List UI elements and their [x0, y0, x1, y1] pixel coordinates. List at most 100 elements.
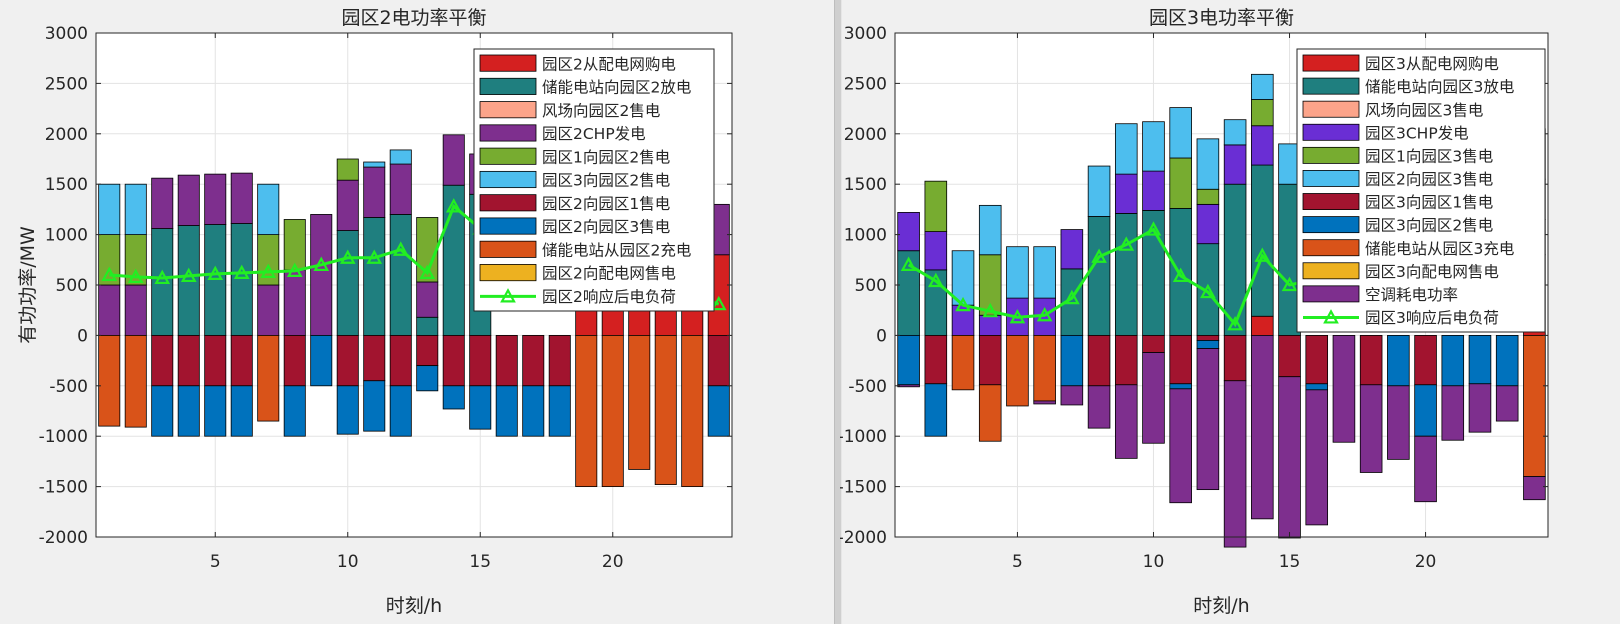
chart-park2: -2000 -1500 -1000 -500 0 500 1000 1500 2000 2500 3… [17, 7, 733, 617]
y-tick-label: 1000 [45, 226, 88, 246]
bar-segment [1495, 385, 1519, 422]
bar-segment [124, 284, 147, 336]
legend-swatch [1302, 193, 1360, 210]
legend-entry: 园区1向园区3售电 [1365, 147, 1493, 165]
bar-segment [978, 334, 1002, 386]
bar-segment [98, 334, 121, 427]
legend-line-marker [1323, 309, 1339, 324]
bar-segment [1251, 164, 1274, 317]
legend-entry: 园区3向园区2售电 [542, 172, 670, 190]
legend-entry: 园区1向园区2售电 [542, 148, 670, 166]
legend-swatch [479, 170, 537, 189]
bar-segment [1142, 170, 1165, 211]
legend-swatch [479, 240, 537, 258]
bar-segment [389, 163, 412, 215]
bar-segment [469, 334, 492, 387]
legend-swatch [1302, 239, 1360, 257]
line-marker [1172, 267, 1189, 283]
bar-segment [336, 179, 359, 231]
bar-segment [601, 334, 624, 487]
bar-segment [1033, 334, 1056, 402]
legend-swatch [1302, 216, 1360, 234]
bar-segment [1359, 334, 1383, 386]
legend-entry: 园区3向园区1售电 [1365, 194, 1493, 212]
y-tick-label: 3000 [45, 24, 88, 44]
x-tick-label: 5 [210, 552, 221, 572]
y-tick-label: -1500 [840, 478, 887, 498]
bar-segment [628, 334, 651, 470]
legend-entry: 园区3响应后电负荷 [1365, 308, 1499, 327]
bar-segment [389, 334, 412, 387]
legend-entry: 园区2向园区3售电 [1365, 171, 1493, 189]
bar-segment [1142, 352, 1165, 444]
bar-segment [1033, 246, 1056, 299]
bar-segment [442, 334, 465, 387]
bar-segment [978, 314, 1002, 336]
legend-entry: 园区2CHP发电 [542, 125, 646, 143]
x-axis-label: 时刻/h [1193, 595, 1249, 617]
bar-segment [416, 365, 439, 392]
bar-segment [124, 334, 147, 428]
bar-segment [230, 334, 253, 387]
bar-segment [1278, 376, 1301, 539]
bar-segment [1060, 229, 1084, 270]
legend-swatch [1302, 285, 1360, 303]
y-tick-label: -1000 [840, 427, 887, 447]
line-marker [1281, 276, 1298, 292]
bar-segment [204, 173, 227, 225]
bar-segment [1196, 348, 1220, 491]
y-tick-label: 0 [77, 326, 88, 346]
bar-segment [1196, 340, 1220, 349]
legend-swatch [1302, 100, 1360, 118]
line-marker [101, 266, 118, 282]
bar-segment [442, 134, 465, 186]
bar-segment [1305, 334, 1329, 385]
bar-segment [681, 334, 704, 487]
bar-segment [283, 219, 306, 271]
bar-segment [1305, 389, 1329, 526]
bar-segment [1033, 400, 1056, 405]
bar-segment [1114, 384, 1138, 459]
bar-segment [363, 161, 386, 168]
bar-segment [1087, 385, 1111, 429]
line-marker [1036, 306, 1053, 322]
y-tick-label: 2500 [45, 74, 88, 94]
legend-entry: 园区3向园区2售电 [1365, 217, 1493, 235]
bar-segment [98, 234, 121, 286]
y-tick-label: -1500 [39, 478, 88, 498]
bar-segment [1414, 334, 1437, 386]
bar-segment [1114, 213, 1138, 336]
legend: 园区3从配电网购电储能电站向园区3放电风场向园区3售电园区3CHP发电园区1向园… [1296, 48, 1546, 333]
line-marker [982, 302, 999, 318]
line-marker [900, 256, 917, 271]
bar-segment [924, 180, 948, 232]
legend-entry: 园区3从配电网购电 [1365, 55, 1499, 73]
legend-swatch [1302, 146, 1360, 164]
bar-segment [1114, 123, 1138, 175]
bar-segment [897, 250, 920, 336]
bar-segment [389, 214, 412, 336]
bar-segment [1251, 334, 1274, 520]
y-axis-label: 有功功率/MW [17, 226, 39, 344]
chart-title: 园区2电功率平衡 [341, 7, 486, 29]
x-tick-label: 10 [1143, 552, 1165, 572]
bar-segment [416, 334, 439, 367]
legend-entry: 园区2响应后电负荷 [542, 287, 676, 306]
line-marker [366, 249, 383, 264]
bar-segment [336, 158, 359, 181]
panel-divider[interactable] [834, 0, 842, 624]
line-marker [1009, 308, 1026, 324]
bar-segment [363, 334, 386, 382]
bar-segment [1223, 380, 1247, 548]
legend-entry: 园区2向园区3售电 [542, 218, 670, 236]
bar-segment [707, 385, 730, 437]
bar-segment [1169, 388, 1192, 504]
bar-segment [1251, 73, 1274, 100]
legend-swatch [479, 101, 537, 119]
legend-entry: 空调耗电功率 [1365, 286, 1458, 304]
bar-segment [336, 334, 359, 387]
legend-entry: 园区3向配电网售电 [1365, 263, 1499, 281]
bar-segment [1441, 385, 1465, 441]
line-marker [445, 198, 462, 213]
bar-segment [283, 385, 306, 437]
